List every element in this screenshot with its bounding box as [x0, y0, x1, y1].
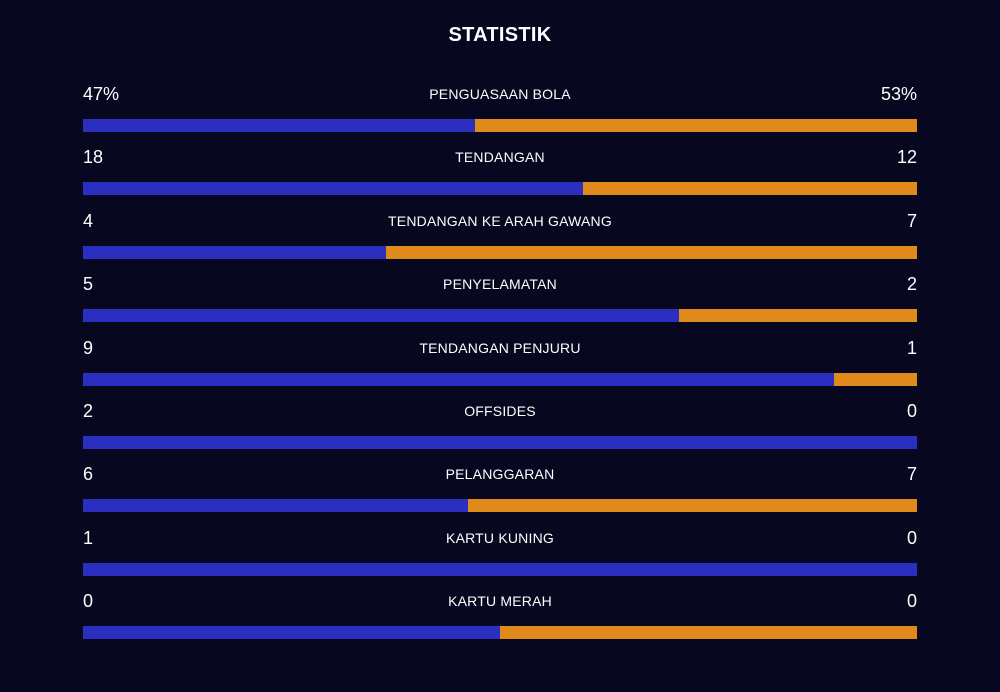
- stat-label: PENGUASAAN BOLA: [429, 86, 571, 102]
- comparison-bar: [83, 309, 917, 323]
- away-value: 53%: [880, 84, 917, 104]
- stat-label: TENDANGAN PENJURU: [419, 339, 581, 356]
- stat-header: 2 OFFSIDES 0: [83, 397, 917, 427]
- home-bar-fill: [83, 182, 584, 196]
- stat-header: 6 PELANGGARAN 7: [83, 460, 917, 490]
- comparison-bar: [83, 562, 917, 576]
- stat-row-shots: 18 TENDANGAN 12: [83, 143, 917, 206]
- home-bar-fill: [83, 372, 834, 386]
- home-value: 4: [83, 210, 94, 231]
- home-value: 18: [83, 147, 104, 168]
- stat-header: 9 TENDANGAN PENJURU 1: [83, 334, 917, 364]
- home-value: 6: [83, 464, 94, 485]
- stat-header: 47% PENGUASAAN BOLA 53%: [83, 80, 917, 110]
- stat-row-possession: 47% PENGUASAAN BOLA 53%: [83, 80, 917, 143]
- stat-label: PELANGGARAN: [445, 466, 555, 483]
- home-value: 1: [83, 527, 94, 548]
- home-value: 5: [83, 274, 94, 295]
- away-value: 7: [906, 464, 917, 485]
- home-bar-fill: [83, 562, 917, 576]
- stat-row-corners: 9 TENDANGAN PENJURU 1: [83, 334, 917, 397]
- stat-header: 18 TENDANGAN 12: [83, 143, 917, 173]
- stat-row-offsides: 2 OFFSIDES 0: [83, 397, 917, 460]
- comparison-bar: [83, 372, 917, 386]
- stat-header: 0 KARTU MERAH 0: [83, 587, 917, 617]
- away-value: 0: [906, 591, 917, 612]
- home-value: 0: [83, 591, 94, 612]
- stats-title: STATISTIK: [448, 24, 552, 46]
- stat-row-red-cards: 0 KARTU MERAH 0: [83, 587, 917, 650]
- stat-label: KARTU MERAH: [448, 593, 552, 610]
- home-bar-fill: [83, 435, 917, 449]
- home-value: 9: [83, 337, 94, 358]
- away-value: 2: [906, 274, 917, 295]
- stat-row-shots-on-target: 4 TENDANGAN KE ARAH GAWANG 7: [83, 207, 917, 270]
- stat-label: PENYELAMATAN: [443, 276, 557, 293]
- stats-list: 47% PENGUASAAN BOLA 53% 18 TENDANGAN 1 2 …: [83, 80, 917, 651]
- stat-label: KARTU KUNING: [446, 529, 554, 546]
- stat-label: OFFSIDES: [464, 402, 536, 419]
- stat-row-yellow-cards: 1 KARTU KUNING 0: [83, 524, 917, 587]
- comparison-bar: [83, 499, 917, 513]
- home-bar-fill: [83, 309, 679, 323]
- comparison-bar: [83, 435, 917, 449]
- comparison-bar: [83, 245, 917, 259]
- home-bar-fill: [83, 245, 387, 259]
- stat-label: TENDANGAN KE ARAH GAWANG: [388, 212, 612, 229]
- home-value: 47%: [83, 84, 120, 104]
- stat-label: TENDANGAN: [455, 149, 545, 166]
- away-value: 1: [906, 337, 917, 358]
- stat-row-fouls: 6 PELANGGARAN 7: [83, 460, 917, 523]
- home-value: 2: [83, 400, 94, 421]
- home-bar-fill: [83, 499, 468, 513]
- comparison-bar: [83, 182, 917, 196]
- away-value: 7: [906, 210, 917, 231]
- stat-row-saves: 5 PENYELAMATAN 2: [83, 270, 917, 333]
- comparison-bar: [83, 626, 917, 640]
- home-bar-fill: [83, 119, 475, 132]
- stat-header: 1 KARTU KUNING 0: [83, 524, 917, 554]
- stat-header: 4 TENDANGAN KE ARAH GAWANG 7: [83, 207, 917, 237]
- away-value: 0: [906, 400, 917, 421]
- away-value: 0: [906, 527, 917, 548]
- comparison-bar: [83, 119, 917, 132]
- stat-header: 5 PENYELAMATAN 2: [83, 270, 917, 300]
- away-value: 12: [896, 147, 917, 168]
- home-bar-fill: [83, 626, 500, 640]
